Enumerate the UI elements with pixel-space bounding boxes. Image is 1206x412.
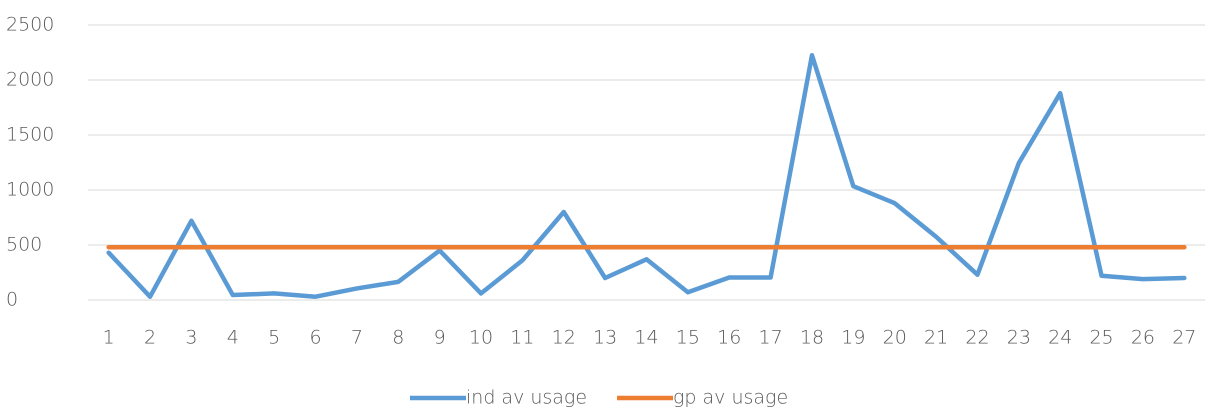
x-tick-label: 26 bbox=[1131, 327, 1155, 349]
x-tick-label: 27 bbox=[1172, 327, 1196, 349]
x-tick-label: 10 bbox=[469, 327, 493, 349]
legend-label: gp av usage bbox=[673, 387, 788, 409]
y-tick-label: 1500 bbox=[6, 124, 54, 146]
series-line bbox=[106, 53, 1187, 299]
y-tick-label: 2500 bbox=[6, 14, 54, 36]
x-tick-label: 24 bbox=[1048, 327, 1072, 349]
x-tick-label: 25 bbox=[1089, 327, 1113, 349]
x-tick-label: 6 bbox=[309, 327, 321, 349]
x-tick-label: 7 bbox=[351, 327, 363, 349]
x-tick-label: 16 bbox=[717, 327, 741, 349]
x-tick-label: 17 bbox=[759, 327, 783, 349]
x-tick-label: 5 bbox=[268, 327, 280, 349]
x-tick-label: 12 bbox=[552, 327, 576, 349]
y-tick-label: 0 bbox=[6, 289, 18, 311]
x-tick-label: 4 bbox=[227, 327, 239, 349]
x-tick-label: 15 bbox=[676, 327, 700, 349]
x-tick-label: 1 bbox=[103, 327, 115, 349]
x-tick-label: 13 bbox=[593, 327, 617, 349]
x-tick-label: 22 bbox=[965, 327, 989, 349]
x-tick-label: 21 bbox=[924, 327, 948, 349]
x-tick-label: 8 bbox=[392, 327, 404, 349]
x-tick-label: 23 bbox=[1007, 327, 1031, 349]
x-tick-label: 11 bbox=[510, 327, 534, 349]
legend-label: ind av usage bbox=[466, 387, 587, 409]
x-tick-label: 9 bbox=[434, 327, 446, 349]
y-tick-label: 1000 bbox=[6, 179, 54, 201]
y-tick-label: 2000 bbox=[6, 69, 54, 91]
x-tick-label: 2 bbox=[144, 327, 156, 349]
x-tick-label: 20 bbox=[883, 327, 907, 349]
y-tick-label: 500 bbox=[6, 234, 42, 256]
x-tick-label: 18 bbox=[800, 327, 824, 349]
x-tick-label: 3 bbox=[185, 327, 197, 349]
x-tick-label: 14 bbox=[634, 327, 658, 349]
x-tick-label: 19 bbox=[841, 327, 865, 349]
